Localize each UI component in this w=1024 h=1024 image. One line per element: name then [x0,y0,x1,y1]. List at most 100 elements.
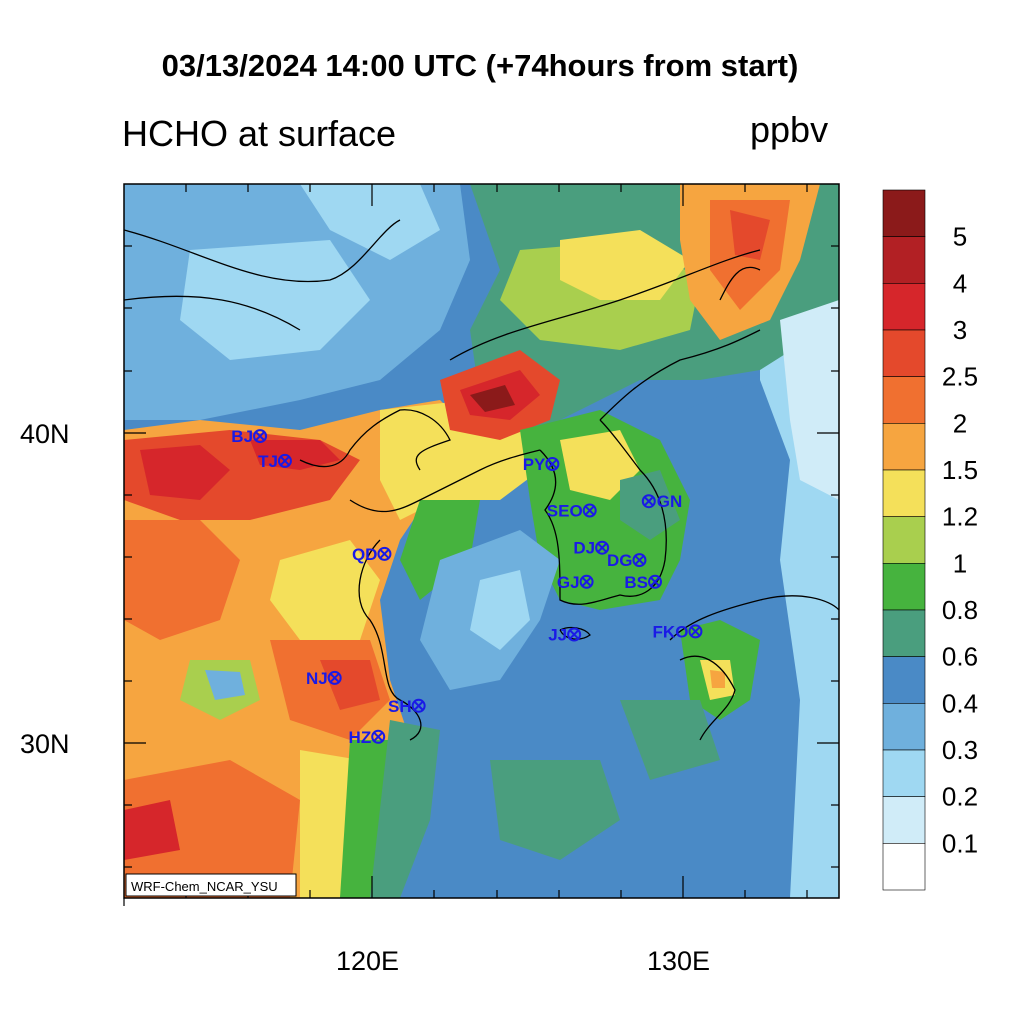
city-cross-icon [650,576,660,587]
colorbar-swatch [882,516,926,564]
colorbar-swatch [882,423,926,471]
colorbar-label: 0.3 [942,735,978,765]
city-marker-gn: GN [641,492,682,511]
colorbar-label: 1 [953,548,967,578]
city-cross-icon [597,542,608,553]
lon-label-120e: 120E [336,946,399,976]
lat-label-40n: 40N [20,419,70,449]
chart-title: 03/13/2024 14:00 UTC (+74hours from star… [161,48,799,83]
city-marker-jj: JJ [548,626,582,645]
city-cross-icon [569,629,580,640]
lat-label-30n: 30N [20,729,70,759]
city-cross-icon [280,455,290,466]
city-label: BS [624,573,648,592]
colorbar-label: 5 [953,222,967,252]
city-symbol-icon [371,729,386,744]
colorbar-label: 1.2 [942,502,978,532]
city-symbol-icon [579,574,594,589]
colorbar: 5 4 3 2.5 2 1.5 1.2 1 0.8 0.6 0.4 0.3 0.2 0.1 [882,189,978,891]
model-credit: WRF-Chem_NCAR_YSU [131,879,278,894]
city-symbol-icon [253,429,268,444]
city-symbol-icon [595,540,610,555]
city-symbol-icon [567,627,582,642]
city-label: FKO [653,622,689,641]
city-marker-fko: FKO [653,622,703,641]
variable-label: HCHO at surface [122,113,397,154]
city-label: PY [523,455,546,474]
lon-label-130e: 130E [647,946,710,976]
colorbar-swatch [882,189,926,237]
city-symbol-icon [641,494,656,509]
coastlines [124,219,839,741]
colorbar-swatch [882,236,926,284]
colorbar-label: 0.4 [942,688,978,718]
city-cross-icon [634,555,645,566]
tick-marks [123,184,839,906]
city-cross-icon [690,626,701,637]
city-marker-dj: DJ [573,539,610,558]
colorbar-label: 1.5 [942,455,978,485]
city-marker-bj: BJ [231,427,268,446]
city-symbol-icon [688,624,703,639]
city-symbol-icon [411,698,426,713]
city-marker-bs: BS [624,573,663,592]
city-marker-gj: GJ [557,573,594,592]
city-label: DG [607,551,633,570]
city-cross-icon [547,459,558,469]
colorbar-label: 0.2 [942,782,978,812]
city-symbol-icon [377,546,392,561]
city-cross-icon [379,548,390,559]
city-marker-qd: QD [352,545,392,564]
city-symbol-icon [327,670,342,685]
credit-box [125,873,297,897]
city-marker-hz: HZ [349,728,386,747]
colorbar-swatch [882,609,926,657]
city-symbol-icon [277,453,292,468]
city-cross-icon [255,431,265,442]
city-label: SEO [547,502,583,521]
map-frame [123,183,840,899]
city-markers: BJ TJ PY SEO GN QD DJ DG GJ BS JJ FKO NJ SH HZ [231,427,703,747]
colorbar-swatch [882,376,926,424]
city-cross-icon [413,700,424,711]
city-label: SH [388,697,412,716]
colorbar-label: 0.6 [942,642,978,672]
city-label: NJ [306,669,328,688]
colorbar-label: 0.8 [942,595,978,625]
city-label: DJ [573,539,595,558]
colorbar-swatch [882,656,926,704]
city-marker-sh: SH [388,697,426,716]
city-cross-icon [584,505,595,516]
colorbar-swatch [882,329,926,377]
city-marker-nj: NJ [306,669,342,688]
colorbar-swatch [882,796,926,844]
colorbar-swatch [882,563,926,611]
city-cross-icon [581,576,592,587]
city-cross-icon [643,496,654,507]
city-marker-dg: DG [607,551,647,570]
colorbar-swatch [882,469,926,517]
city-symbol-icon [582,503,597,518]
colorbar-label: 0.1 [942,828,978,858]
colorbar-label: 4 [953,268,967,298]
city-cross-icon [373,731,384,742]
colorbar-swatch [882,283,926,331]
city-label: TJ [258,452,278,471]
colorbar-swatch [882,843,926,891]
city-label: GJ [557,573,580,592]
city-symbol-icon [632,553,647,568]
city-marker-tj: TJ [258,452,292,471]
city-label: HZ [349,728,372,747]
concentration-field [124,184,839,898]
city-marker-py: PY [523,455,560,474]
colorbar-label: 2.5 [942,362,978,392]
city-label: QD [352,545,378,564]
city-marker-seo: SEO [547,502,597,521]
units-label: ppbv [750,109,829,150]
city-label: BJ [231,427,253,446]
city-label: JJ [548,626,567,645]
city-cross-icon [329,672,340,683]
colorbar-swatch [882,703,926,751]
colorbar-label: 2 [953,408,967,438]
